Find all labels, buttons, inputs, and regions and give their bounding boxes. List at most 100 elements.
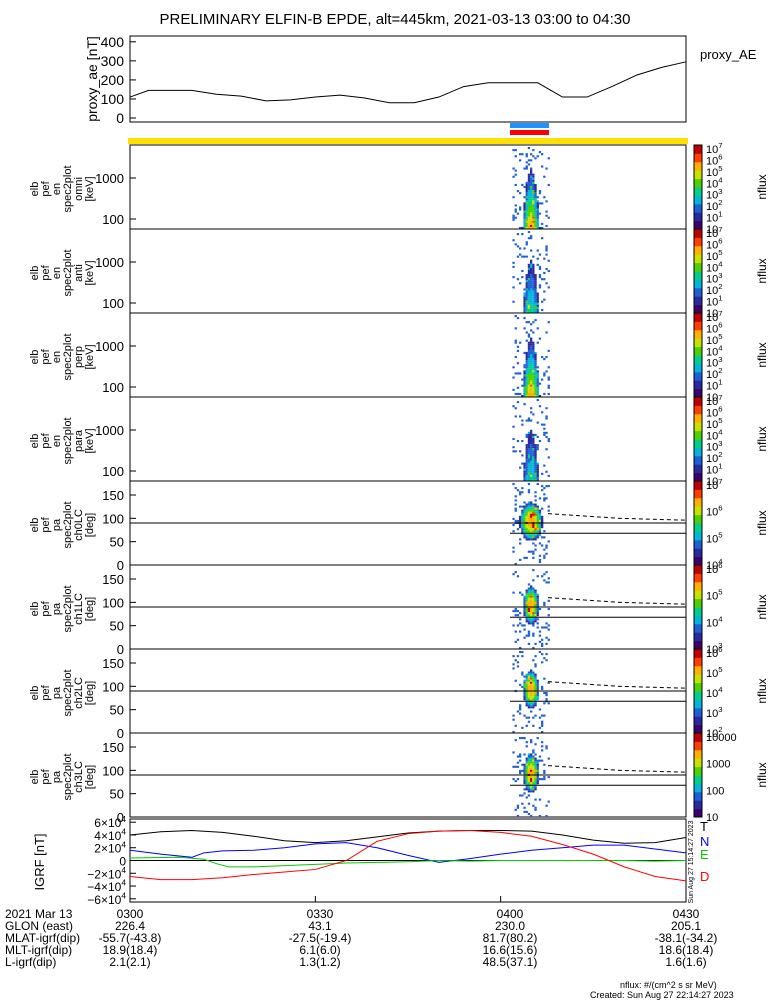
spectrogram-cell [545, 282, 548, 285]
spectrogram-cell [532, 673, 535, 676]
spectrogram-cell [532, 778, 535, 781]
spectrogram-cell [538, 528, 542, 531]
spectrogram-cell [547, 349, 550, 352]
spectrogram-cell [530, 519, 533, 522]
spectrogram-cell [532, 204, 535, 207]
spectrogram-cell [527, 321, 531, 324]
colorbar-tick-label: 103 [706, 271, 723, 286]
panel-tick-label: 100 [102, 595, 124, 610]
spectrogram-cell [534, 468, 537, 471]
spectrogram-cell [530, 378, 533, 381]
spectrogram-cell [534, 380, 537, 383]
spectrogram-cell [543, 573, 546, 576]
spectrogram-cell [534, 157, 537, 160]
spectrogram-cell [534, 304, 537, 307]
spectrogram-cell [545, 571, 548, 574]
spectrogram-cell [536, 505, 539, 508]
spectrogram-cell [532, 341, 535, 344]
spectrogram-cell [534, 460, 537, 463]
ephemeris-value: 0430 [673, 907, 700, 921]
spectrogram-cell [512, 214, 515, 217]
colorbar-cell [694, 741, 702, 745]
spectrogram-cell [545, 622, 548, 625]
spectrogram-cell [532, 194, 535, 197]
spectrogram-panel-ch2LC: 050100150elbpefpaspec2plotch2LC[deg]1021… [29, 645, 769, 741]
spectrogram-cell [530, 618, 533, 621]
colorbar-cell [694, 318, 702, 322]
colorbar-cell [694, 296, 702, 300]
spectrogram-cell [530, 304, 533, 307]
spectrogram-cell [532, 255, 535, 258]
spectrogram-cell [530, 790, 533, 793]
spectrogram-cell [543, 431, 546, 434]
spectrogram-cell [538, 798, 542, 801]
spectrogram-cell [530, 513, 533, 516]
spectrogram-cell [536, 778, 539, 781]
spectrogram-cell [530, 206, 533, 209]
spectrogram-cell [530, 360, 533, 363]
spectrogram-cell [527, 437, 531, 441]
colorbar-tick-label: 10 [706, 224, 718, 236]
spectrogram-cell [530, 603, 533, 606]
spectrogram-cell [536, 226, 539, 230]
spectrogram-cell [527, 509, 531, 512]
spectrogram-cell [519, 630, 522, 633]
spectrogram-cell [545, 214, 548, 217]
spectrogram-cell [534, 608, 537, 611]
spectrogram-cell [536, 374, 539, 377]
spectrogram-cell [516, 806, 520, 809]
spectrogram-cell [534, 743, 537, 746]
spectrogram-cell [532, 786, 535, 789]
spectrogram-cell [530, 767, 533, 770]
spectrogram-cell [532, 386, 535, 389]
spectrogram-cell [532, 200, 535, 203]
spectrogram-cell [543, 626, 546, 629]
spectrogram-cell [527, 194, 531, 197]
spectrogram-cell [534, 499, 537, 502]
spectrogram-cell [516, 624, 520, 627]
spectrogram-cell [530, 419, 533, 422]
spectrogram-cell [527, 263, 531, 266]
spectrogram-cell [512, 778, 515, 781]
spectrogram-cell [532, 183, 535, 186]
spectrogram-cell [543, 272, 546, 275]
spectrogram-cell [523, 526, 526, 529]
spectrogram-cell [527, 290, 531, 293]
colorbar-cell [694, 212, 702, 216]
ae-tick-label: 200 [101, 72, 125, 88]
spectrogram-cell [530, 366, 533, 369]
spectrogram-cell [527, 802, 531, 805]
spectrogram-cell [523, 536, 526, 539]
spectrogram-cell [532, 188, 535, 191]
spectrogram-cell [527, 444, 531, 447]
spectrogram-cell [534, 595, 537, 598]
spectrogram-cell [532, 751, 535, 754]
spectrogram-cell [521, 530, 524, 533]
spectrogram-cell [532, 433, 535, 436]
spectrogram-cell [538, 558, 542, 561]
colorbar-cell [694, 604, 702, 608]
colorbar-cell [694, 346, 702, 350]
spectrogram-cell [525, 620, 528, 623]
spectrogram-cell [523, 524, 526, 527]
spectrogram-cell [536, 394, 539, 398]
spectrogram-cell [536, 200, 539, 203]
spectrogram-cell [534, 767, 537, 770]
spectrogram-cell [521, 419, 524, 422]
spectrogram-cell [532, 190, 535, 193]
spectrogram-cell [525, 284, 528, 287]
spectrogram-cell [525, 692, 528, 695]
spectrogram-cell [543, 493, 546, 496]
spectrogram-cell [530, 538, 533, 541]
colorbar-cell [694, 553, 702, 558]
ephemeris-value: 2.1(2.1) [109, 955, 150, 969]
spectrogram-cell [543, 175, 546, 178]
spectrogram-cells [512, 147, 550, 230]
spectrogram-cell [532, 306, 535, 309]
spectrogram-cell [514, 509, 517, 512]
spectrogram-cell [525, 448, 528, 451]
spectrogram-cell [543, 290, 546, 293]
spectrogram-cell [523, 390, 526, 393]
spectrogram-cell [523, 765, 526, 768]
panel-tick-label: 100 [102, 212, 124, 227]
